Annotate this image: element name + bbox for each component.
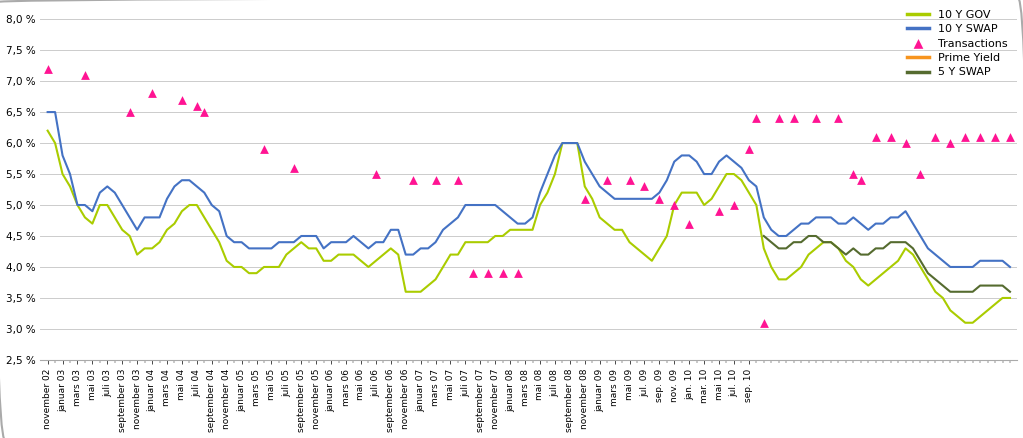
Point	[958, 133, 974, 140]
Point	[711, 208, 727, 215]
Point	[913, 170, 929, 177]
Point	[122, 109, 138, 116]
Point	[942, 140, 959, 147]
Point	[756, 319, 772, 326]
Point	[405, 177, 421, 184]
Point	[666, 201, 682, 208]
Point	[621, 177, 637, 184]
Point	[987, 133, 1004, 140]
Point	[144, 90, 161, 97]
Point	[196, 109, 213, 116]
Point	[509, 270, 526, 277]
Point	[577, 195, 593, 202]
Point	[285, 164, 302, 171]
Point	[883, 133, 899, 140]
Point	[367, 170, 384, 177]
Point	[40, 65, 56, 72]
Point	[636, 183, 653, 190]
Point	[808, 115, 825, 122]
Point	[480, 270, 496, 277]
Point	[598, 177, 615, 184]
Point	[845, 170, 861, 177]
Point	[494, 270, 510, 277]
Point	[681, 220, 698, 227]
Point	[852, 177, 869, 184]
Legend: 10 Y GOV, 10 Y SWAP, Transactions, Prime Yield, 5 Y SWAP: 10 Y GOV, 10 Y SWAP, Transactions, Prime…	[902, 5, 1012, 82]
Point	[1002, 133, 1018, 140]
Point	[188, 102, 205, 110]
Point	[748, 115, 764, 122]
Point	[725, 201, 742, 208]
Point	[450, 177, 466, 184]
Point	[428, 177, 444, 184]
Point	[927, 133, 943, 140]
Point	[77, 71, 93, 78]
Point	[464, 270, 481, 277]
Point	[256, 146, 272, 153]
Point	[741, 146, 757, 153]
Point	[174, 96, 190, 103]
Point	[831, 115, 847, 122]
Point	[770, 115, 787, 122]
Point	[897, 140, 914, 147]
Point	[786, 115, 802, 122]
Point	[868, 133, 884, 140]
Point	[652, 195, 668, 202]
Point	[972, 133, 988, 140]
